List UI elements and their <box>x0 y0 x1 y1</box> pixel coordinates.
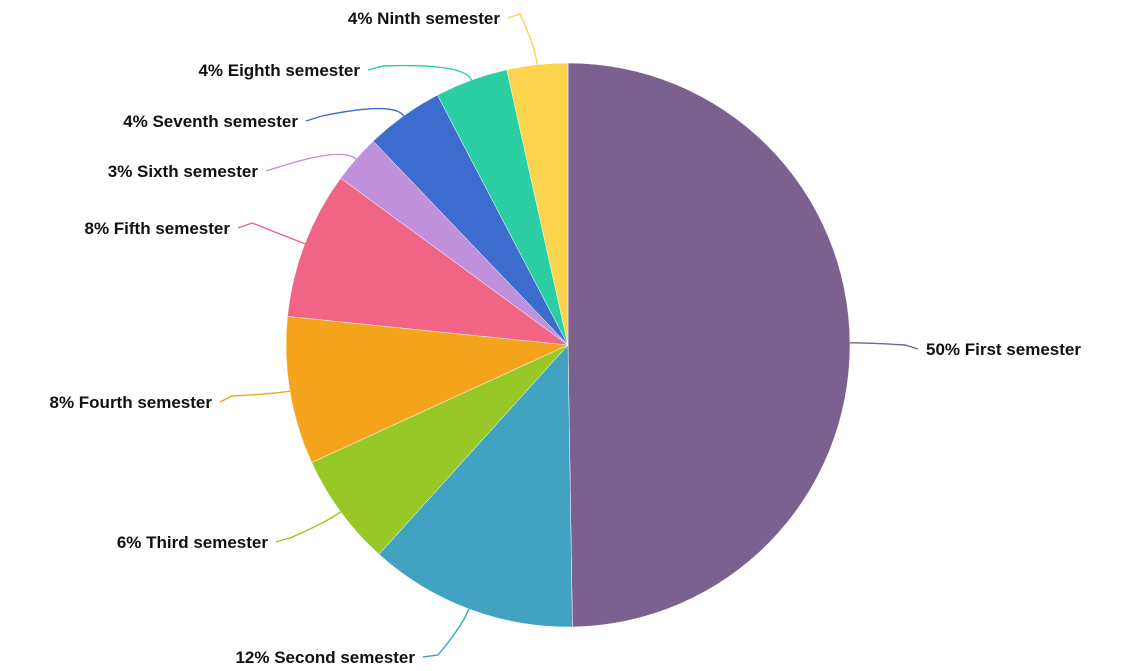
slice-labels: 50% First semester 12% Second semester 6% … <box>50 9 1082 667</box>
leader-line-eighth-semester <box>367 64 472 81</box>
slice-label-first-semester: 50% First semester <box>926 340 1081 359</box>
leader-line-seventh-semester <box>305 107 405 122</box>
pie-slice-ninth-semester <box>506 62 569 346</box>
pie-slice-fourth-semester <box>285 316 569 463</box>
leader-line-sixth-semester <box>265 153 357 172</box>
pie-slice-third-semester <box>311 344 569 555</box>
leader-line-fifth-semester <box>237 222 306 245</box>
pie-slices <box>285 62 851 628</box>
pie-slice-fifth-semester <box>287 177 569 346</box>
leader-line-first-semester <box>849 342 919 350</box>
slice-label-fifth-semester: 8% Fifth semester <box>85 219 231 238</box>
slice-label-ninth-semester: 4% Ninth semester <box>348 9 500 28</box>
slice-label-eighth-semester: 4% Eighth semester <box>198 61 360 80</box>
leader-lines <box>219 13 919 658</box>
slice-label-fourth-semester: 8% Fourth semester <box>50 393 213 412</box>
leader-line-second-semester <box>422 608 470 658</box>
slice-label-sixth-semester: 3% Sixth semester <box>108 162 259 181</box>
leader-line-fourth-semester <box>219 390 290 403</box>
leader-line-ninth-semester <box>507 13 538 65</box>
slice-label-third-semester: 6% Third semester <box>117 533 269 552</box>
leader-line-third-semester <box>275 511 342 543</box>
pie-slice-first-semester <box>567 62 851 628</box>
slice-label-seventh-semester: 4% Seventh semester <box>123 112 298 131</box>
slice-label-second-semester: 12% Second semester <box>235 648 415 667</box>
